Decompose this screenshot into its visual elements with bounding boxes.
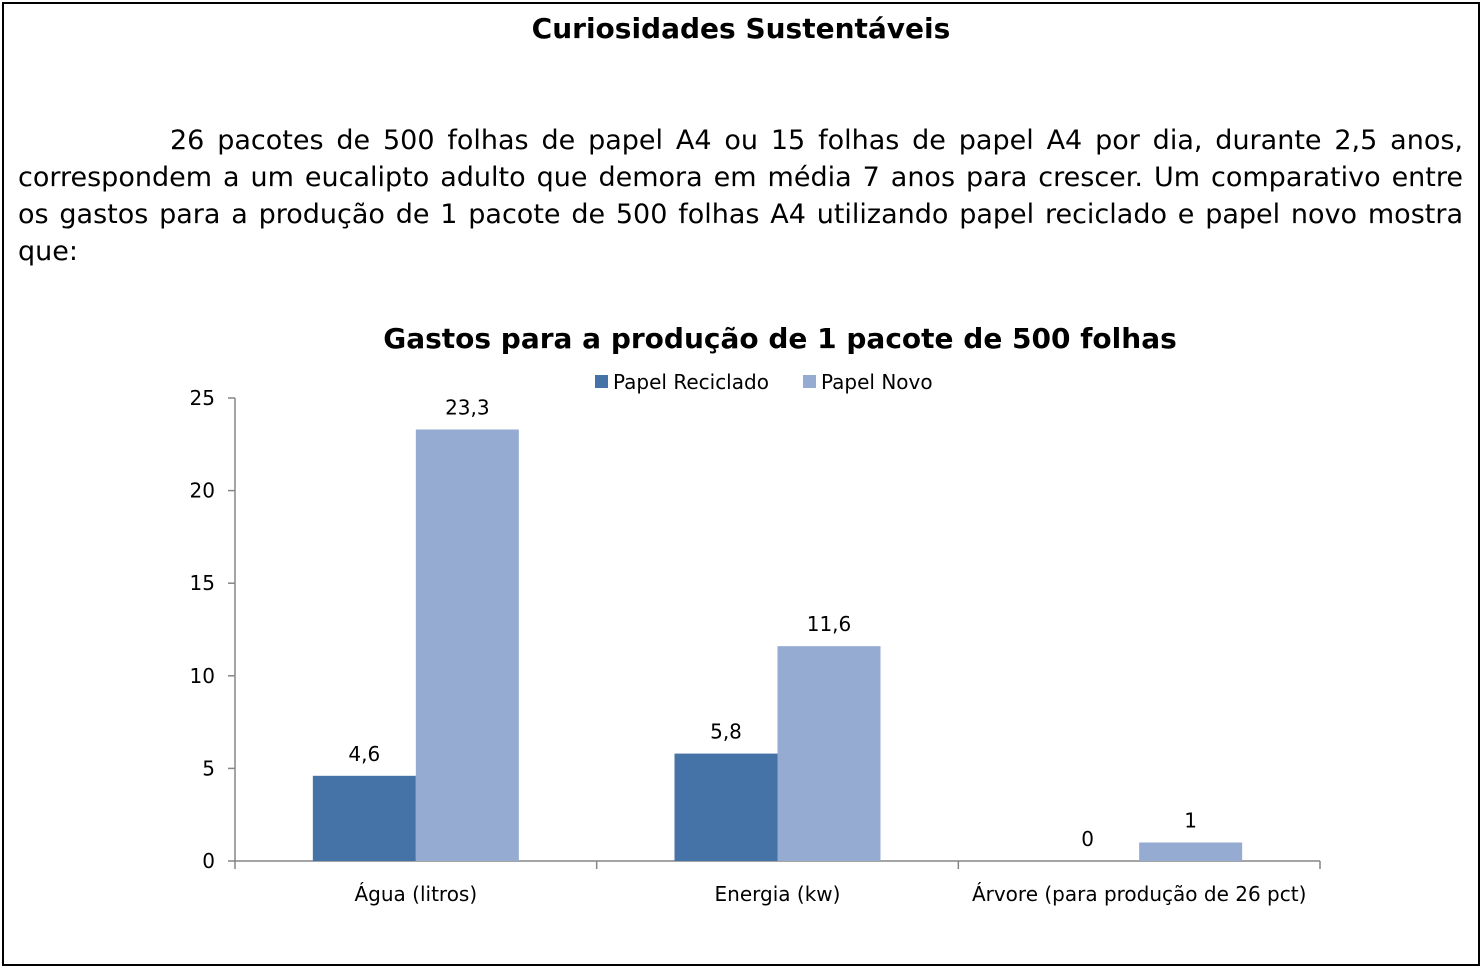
legend-swatch [803, 375, 816, 388]
data-label: 4,6 [348, 742, 380, 766]
y-tick-label: 10 [190, 664, 215, 688]
chart-bars: 4,6 5,8 0 23,3 11,6 1 [312, 395, 1243, 861]
bar [777, 646, 881, 861]
bar [1139, 842, 1243, 861]
data-label: 11,6 [807, 612, 852, 636]
legend-label: Papel Reciclado [613, 370, 769, 394]
x-tick-label: Árvore (para produção de 26 pct) [972, 882, 1306, 906]
bar [674, 753, 778, 861]
legend-label: Papel Novo [821, 370, 933, 394]
intro-paragraph: 26 pacotes de 500 folhas de papel A4 ou … [18, 125, 1463, 267]
chart-legend: Papel Reciclado Papel Novo [595, 370, 933, 394]
x-tick-label: Energia (kw) [715, 882, 841, 906]
bar [312, 775, 416, 861]
legend-swatch [595, 375, 608, 388]
data-label: 23,3 [445, 395, 490, 419]
y-tick-label: 0 [202, 849, 215, 873]
y-tick-label: 15 [190, 571, 215, 595]
page-heading: Curiosidades Sustentáveis [531, 12, 951, 45]
y-tick-label: 25 [190, 386, 215, 410]
y-tick-label: 5 [202, 756, 215, 780]
data-label: 5,8 [710, 720, 742, 744]
x-tick-label: Água (litros) [354, 882, 477, 906]
y-tick-label: 20 [190, 479, 215, 503]
data-label: 1 [1184, 808, 1197, 832]
chart-title: Gastos para a produção de 1 pacote de 50… [383, 322, 1177, 355]
bar [415, 429, 519, 861]
data-label: 0 [1081, 827, 1094, 851]
